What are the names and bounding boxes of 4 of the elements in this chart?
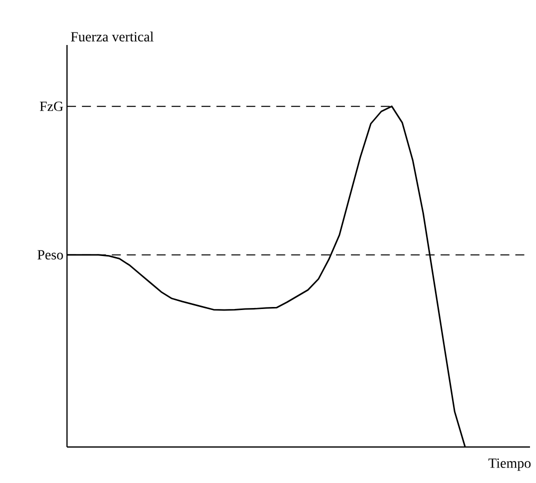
ref-line-label: Peso <box>38 250 63 260</box>
y-axis-title: Fuerza vertical <box>70 32 154 42</box>
x-axis-title: Tiempo <box>488 458 531 471</box>
ref-line-label: FzG <box>40 102 64 112</box>
